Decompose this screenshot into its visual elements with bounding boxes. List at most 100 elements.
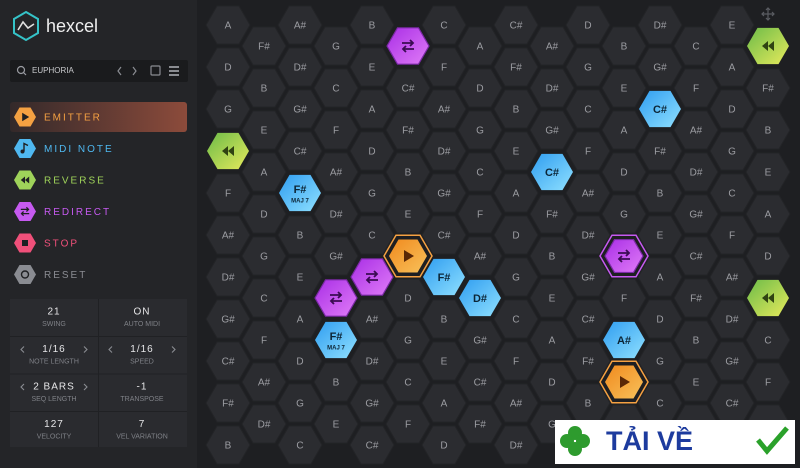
hex-cell[interactable] [349, 425, 395, 465]
hex-cell[interactable] [277, 131, 323, 171]
hex-cell[interactable] [277, 299, 323, 339]
hex-cell[interactable] [493, 173, 539, 213]
redirect-cell[interactable] [386, 27, 430, 65]
setting-value[interactable]: 1/16 [130, 344, 153, 355]
hex-cell[interactable] [205, 257, 251, 297]
active-cell[interactable] [279, 174, 321, 212]
hex-cell[interactable] [241, 194, 287, 234]
move-icon[interactable] [761, 7, 775, 21]
step-up[interactable] [83, 383, 88, 391]
hex-cell[interactable] [673, 68, 719, 108]
hex-cell[interactable] [493, 47, 539, 87]
hex-cell[interactable] [421, 47, 467, 87]
prev-preset[interactable] [117, 66, 122, 76]
hex-cell[interactable] [673, 194, 719, 234]
hex-cell[interactable] [457, 110, 503, 150]
hex-cell[interactable] [457, 362, 503, 402]
hex-cell[interactable] [709, 173, 755, 213]
hex-cell[interactable] [313, 26, 359, 66]
menu-icon[interactable] [169, 66, 179, 76]
hex-cell[interactable] [565, 5, 611, 45]
hex-cell[interactable] [493, 383, 539, 423]
save-icon[interactable] [150, 65, 161, 76]
tool-item[interactable]: RESET [14, 264, 87, 285]
step-down[interactable] [108, 346, 113, 353]
active-cell[interactable] [315, 321, 357, 359]
setting-value[interactable]: ON [134, 307, 151, 318]
hex-cell[interactable] [313, 152, 359, 192]
hex-cell[interactable] [529, 68, 575, 108]
redirect-cell[interactable] [314, 279, 358, 317]
hex-cell[interactable] [457, 194, 503, 234]
hex-cell[interactable] [277, 383, 323, 423]
hex-cell[interactable] [637, 257, 683, 297]
hex-cell[interactable] [709, 89, 755, 129]
hex-cell[interactable] [457, 320, 503, 360]
hex-cell[interactable] [205, 5, 251, 45]
hex-cell[interactable] [205, 215, 251, 255]
hex-cell[interactable] [385, 152, 431, 192]
hex-cell[interactable] [241, 278, 287, 318]
hex-cell[interactable] [205, 89, 251, 129]
hex-cell[interactable] [457, 152, 503, 192]
hex-cell[interactable] [313, 194, 359, 234]
hex-cell[interactable] [529, 236, 575, 276]
hex-cell[interactable] [493, 299, 539, 339]
hex-cell[interactable] [493, 5, 539, 45]
hex-cell[interactable] [421, 215, 467, 255]
hex-cell[interactable] [565, 47, 611, 87]
setting-value[interactable]: 2 BARS [33, 382, 75, 393]
hex-cell[interactable] [313, 236, 359, 276]
hex-cell[interactable] [493, 425, 539, 465]
hex-cell[interactable] [421, 383, 467, 423]
hex-cell[interactable] [637, 5, 683, 45]
tool-item[interactable]: MIDI NOTE [14, 138, 114, 159]
hex-cell[interactable] [313, 110, 359, 150]
hex-cell[interactable] [673, 236, 719, 276]
redirect-cell[interactable] [604, 238, 644, 274]
hex-cell[interactable] [529, 110, 575, 150]
hex-cell[interactable] [637, 341, 683, 381]
hex-cell[interactable] [493, 257, 539, 297]
hex-cell[interactable] [205, 425, 251, 465]
hex-cell[interactable] [673, 362, 719, 402]
hex-cell[interactable] [601, 110, 647, 150]
hex-cell[interactable] [385, 278, 431, 318]
hex-cell[interactable] [349, 215, 395, 255]
hex-cell[interactable] [421, 341, 467, 381]
setting-value[interactable]: 127 [44, 419, 64, 430]
hex-cell[interactable] [565, 89, 611, 129]
hex-cell[interactable] [673, 152, 719, 192]
hex-cell[interactable] [745, 236, 791, 276]
hex-cell[interactable] [277, 341, 323, 381]
hex-cell[interactable] [457, 404, 503, 444]
hex-cell[interactable] [277, 5, 323, 45]
hex-cell[interactable] [241, 404, 287, 444]
hex-cell[interactable] [673, 26, 719, 66]
hex-cell[interactable] [421, 5, 467, 45]
hex-cell[interactable] [673, 278, 719, 318]
preset-box[interactable] [10, 60, 188, 82]
hex-cell[interactable] [601, 278, 647, 318]
tool-item[interactable]: REDIRECT [14, 201, 111, 222]
hex-cell[interactable] [745, 194, 791, 234]
hex-cell[interactable] [385, 194, 431, 234]
hex-cell[interactable] [709, 131, 755, 171]
hex-cell[interactable] [385, 404, 431, 444]
hex-cell[interactable] [529, 194, 575, 234]
tool-item[interactable]: REVERSE [14, 170, 106, 190]
hex-cell[interactable] [421, 89, 467, 129]
hex-cell[interactable] [565, 215, 611, 255]
hex-cell[interactable] [457, 68, 503, 108]
step-up[interactable] [171, 346, 176, 353]
hex-cell[interactable] [637, 131, 683, 171]
redirect-cell[interactable] [350, 258, 394, 296]
hex-cell[interactable] [745, 110, 791, 150]
hex-cell[interactable] [529, 26, 575, 66]
hex-cell[interactable] [241, 26, 287, 66]
setting-value[interactable]: 1/16 [42, 344, 65, 355]
hex-cell[interactable] [709, 215, 755, 255]
step-down[interactable] [20, 346, 25, 353]
step-down[interactable] [20, 383, 25, 391]
hex-cell[interactable] [673, 110, 719, 150]
